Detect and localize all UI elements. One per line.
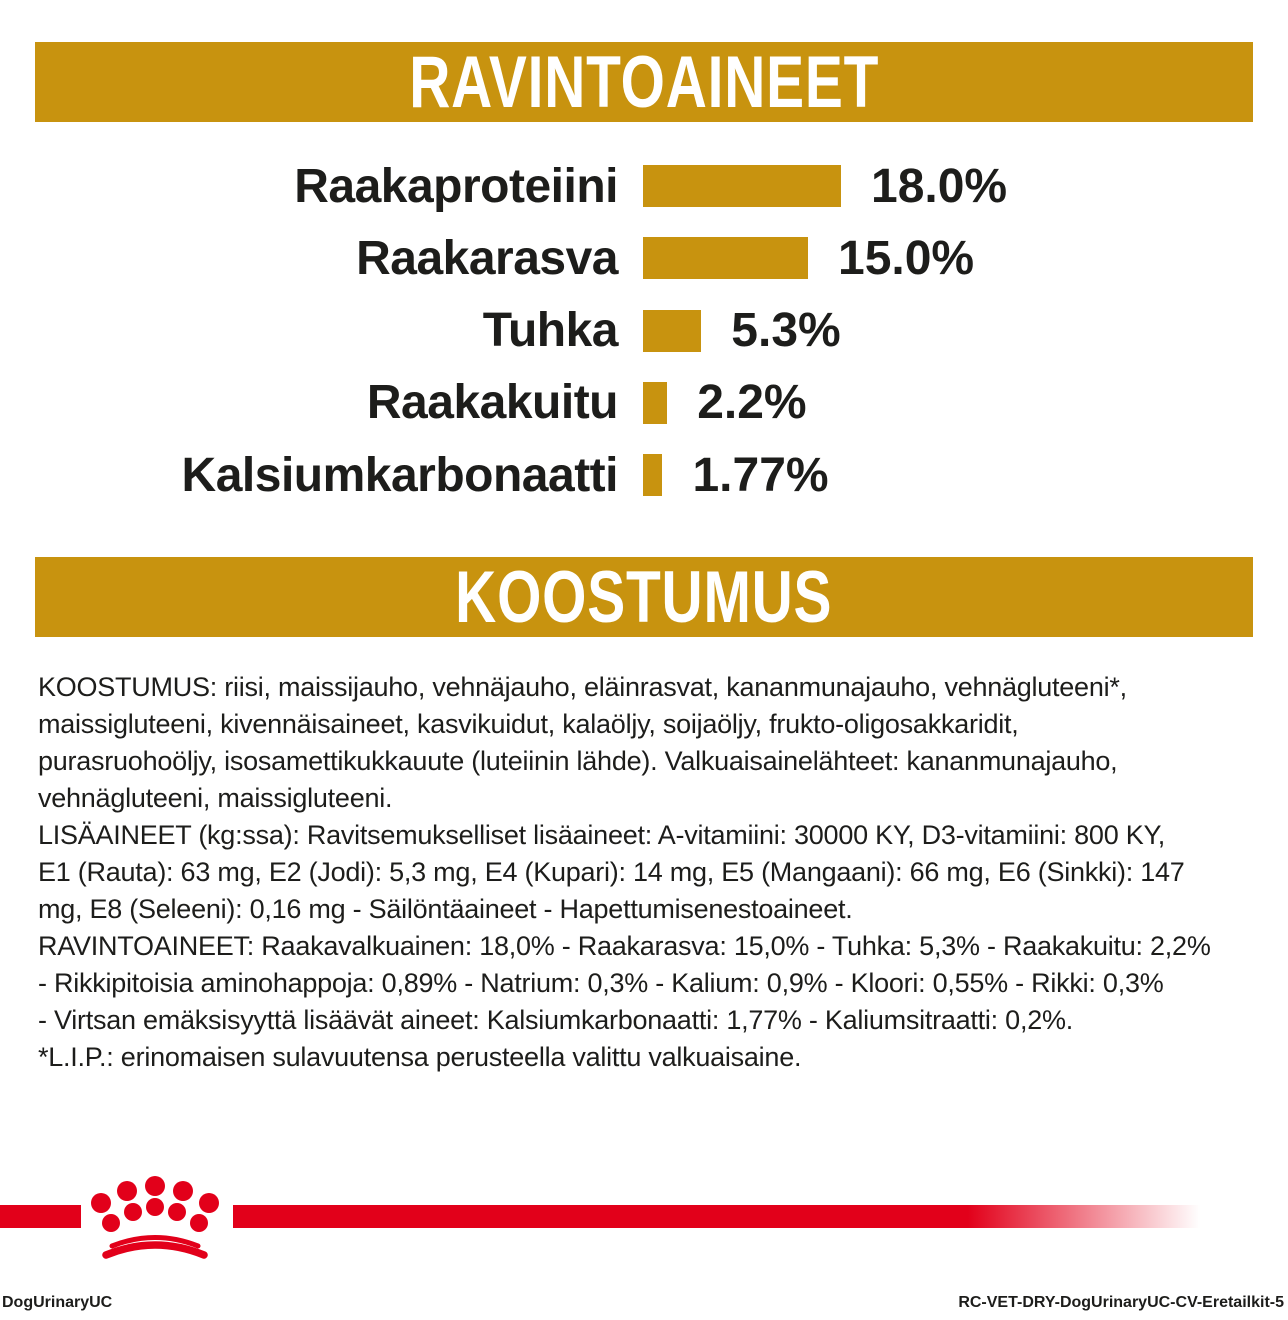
paragraph-lisaaineet: LISÄAINEET (kg:ssa): Ravitsemukselliset …: [38, 817, 1278, 928]
nutrient-bar: [643, 165, 841, 207]
text-line: LISÄAINEET (kg:ssa): Ravitsemukselliset …: [38, 820, 1166, 850]
text-line: - Rikkipitoisia aminohappoja: 0,89% - Na…: [38, 968, 1164, 998]
text-line: mg, E8 (Seleeni): 0,16 mg - Säilöntäaine…: [38, 894, 853, 924]
paragraph-koostumus: KOOSTUMUS: riisi, maissijauho, vehnäjauh…: [38, 669, 1278, 817]
footer-sku-code: RC-VET-DRY-DogUrinaryUC-CV-Eretailkit-5: [958, 1294, 1284, 1311]
text-line: RAVINTOAINEET: Raakavalkuainen: 18,0% - …: [38, 931, 1211, 961]
chart-row: Raakaproteiini 18.0%: [0, 160, 1288, 213]
nutrient-label: Raakakuitu: [366, 376, 619, 430]
nutrient-value: 18.0%: [871, 159, 1008, 213]
text-line: KOOSTUMUS: riisi, maissijauho, vehnäjauh…: [38, 672, 1127, 702]
nutrient-label: Kalsiumkarbonaatti: [181, 448, 619, 502]
nutrient-bar: [643, 309, 702, 352]
royal-canin-crown-icon: [91, 1176, 219, 1259]
text-line: *L.I.P.: erinomaisen sulavuutensa perust…: [38, 1042, 802, 1072]
nutrient-label: Raakarasva: [356, 231, 618, 285]
nutrient-value: 1.77%: [692, 448, 829, 502]
composition-text-block: KOOSTUMUS: riisi, maissijauho, vehnäjauh…: [38, 669, 1278, 1076]
chart-row: Tuhka 5.3%: [0, 304, 1288, 357]
nutrient-value: 2.2%: [697, 376, 807, 430]
text-line: E1 (Rauta): 63 mg, E2 (Jodi): 5,3 mg, E4…: [38, 857, 1185, 887]
footer-product-code: DogUrinaryUC: [2, 1294, 113, 1311]
chart-row: Kalsiumkarbonaatti 1.77%: [0, 449, 1288, 502]
nutrient-value: 15.0%: [838, 231, 975, 285]
chart-row: Raakarasva 15.0%: [0, 232, 1288, 285]
nutrient-bar: [643, 237, 808, 280]
text-line: purasruohoöljy, isosamettikukkauute (lut…: [38, 746, 1118, 776]
nutrients-banner: RAVINTOAINEET: [35, 41, 1253, 123]
chart-row: Raakakuitu 2.2%: [0, 376, 1288, 429]
paragraph-lip-footnote: *L.I.P.: erinomaisen sulavuutensa perust…: [38, 1039, 1278, 1076]
nutrients-banner-title: RAVINTOAINEET: [409, 41, 879, 123]
composition-banner-title: KOOSTUMUS: [455, 556, 833, 638]
nutrient-bar: [643, 454, 663, 496]
nutrient-bar: [643, 381, 668, 424]
red-rule-right-fade: [233, 1205, 1200, 1228]
nutrient-value: 5.3%: [731, 304, 841, 357]
composition-banner: KOOSTUMUS: [35, 556, 1253, 638]
text-line: - Virtsan emäksisyyttä lisäävät aineet: …: [38, 1005, 1073, 1035]
text-line: maissigluteeni, kivennäisaineet, kasviku…: [38, 709, 1019, 739]
nutrient-label: Tuhka: [482, 304, 619, 357]
nutrient-bar-chart: Raakaproteiini 18.0% Raakarasva 15.0% Tuhka 5…: [0, 160, 1288, 510]
red-rule-left: [0, 1205, 81, 1228]
paragraph-ravintoaineet: RAVINTOAINEET: Raakavalkuainen: 18,0% - …: [38, 928, 1278, 1039]
nutrient-label: Raakaproteiini: [294, 159, 618, 213]
text-line: vehnägluteeni, maissigluteeni.: [38, 783, 393, 813]
